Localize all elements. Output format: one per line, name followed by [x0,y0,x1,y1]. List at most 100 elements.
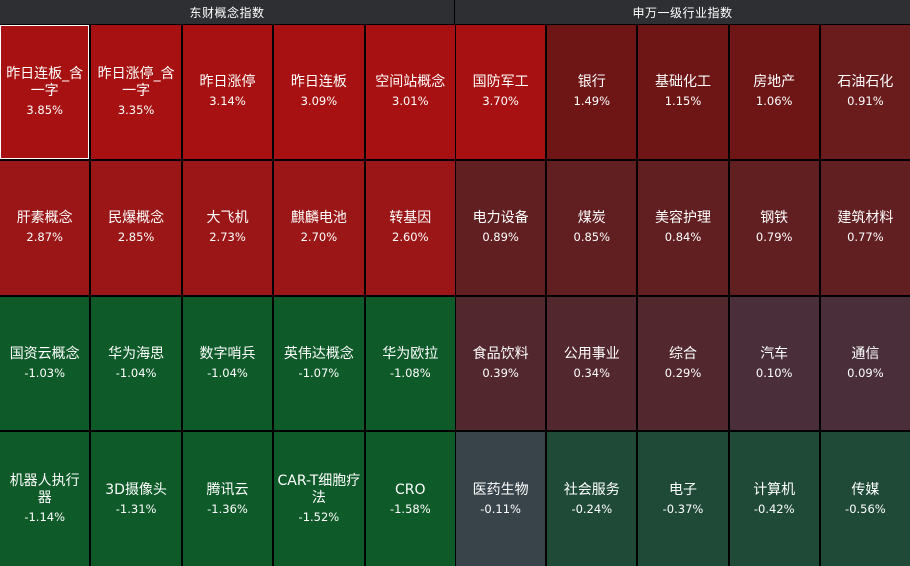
tile-change-percent: 0.77% [847,230,884,245]
tile-change-percent: -1.07% [298,365,340,380]
heatmap-tile[interactable]: 英伟达概念 -1.07% [274,296,364,431]
heatmap-tile[interactable]: 计算机 -0.42% [729,432,819,566]
heatmap-tile[interactable]: 银行 1.49% [547,25,637,159]
heatmap-tile[interactable]: 昨日连板 3.09% [274,25,364,159]
heatmap-tile[interactable]: 国资云概念 -1.03% [0,296,90,431]
tile-name: 公用事业 [563,345,620,362]
tile-name: 数字哨兵 [199,345,256,362]
tile-change-percent: -1.04% [207,365,248,380]
heatmap-tile[interactable]: 民爆概念 2.85% [91,160,181,295]
heatmap-tile[interactable]: 腾讯云 -1.36% [182,432,273,566]
tile-change-percent: 1.06% [755,94,793,109]
tile-name: 银行 [577,74,606,91]
heatmap-tile[interactable]: 昨日连板_含一字 3.85% [0,25,90,159]
tile-name: 国防军工 [472,74,529,91]
tile-change-percent: 0.91% [847,94,884,109]
tile-name: 汽车 [760,345,789,362]
tile-change-percent: 0.79% [755,230,793,245]
tile-name: 医药生物 [472,481,529,498]
heatmap-tile[interactable]: 综合 0.29% [638,296,728,431]
heatmap-tile[interactable]: 数字哨兵 -1.04% [182,296,273,431]
tile-change-percent: -1.36% [207,501,248,516]
tile-change-percent: 3.85% [26,102,63,117]
tile-name: 昨日连板 [290,74,347,91]
tile-name: 昨日连板_含一字 [6,65,84,99]
tile-name: 传媒 [851,481,880,498]
tile-change-percent: 3.09% [300,94,338,109]
heatmap-tile[interactable]: 华为海思 -1.04% [91,296,181,431]
heatmap-tile[interactable]: 社会服务 -0.24% [547,432,637,566]
heatmap-tile[interactable]: 公用事业 0.34% [547,296,637,431]
heatmap-tile[interactable]: 大飞机 2.73% [182,160,273,295]
tile-change-percent: 0.89% [482,230,519,245]
tile-change-percent: 2.85% [117,230,155,245]
heatmap-tile[interactable]: 汽车 0.10% [729,296,819,431]
heatmap-tile[interactable]: CAR-T细胞疗法 -1.52% [274,432,364,566]
heatmap-tile[interactable]: 基础化工 1.15% [638,25,728,159]
tile-name: 石油石化 [837,74,894,91]
heatmap-tile[interactable]: 昨日涨停 3.14% [182,25,273,159]
heatmap-tile[interactable]: 传媒 -0.56% [820,432,910,566]
tile-name: 通信 [851,345,880,362]
heatmap-tile[interactable]: 石油石化 0.91% [820,25,910,159]
tile-name: 昨日涨停_含一字 [97,65,175,99]
tile-change-percent: -1.04% [115,365,157,380]
tile-name: 建筑材料 [837,210,894,227]
tile-name: 英伟达概念 [283,345,354,362]
tile-change-percent: 3.70% [482,94,519,109]
heatmap-tile[interactable]: 煤炭 0.85% [547,160,637,295]
tile-change-percent: 0.85% [573,230,611,245]
tile-change-percent: 1.49% [573,94,611,109]
heatmap-tile[interactable]: 国防军工 3.70% [456,25,546,159]
heatmap-tile[interactable]: 昨日涨停_含一字 3.35% [91,25,181,159]
tile-change-percent: -1.14% [24,510,66,525]
heatmap-tile[interactable]: CRO -1.58% [365,432,455,566]
tile-name: 电力设备 [472,210,529,227]
tile-change-percent: -1.52% [298,510,340,525]
tile-name: 华为海思 [108,345,165,362]
tile-change-percent: -0.56% [845,501,886,516]
tile-change-percent: -0.24% [571,501,613,516]
tile-name: 食品饮料 [472,345,529,362]
tile-name: 社会服务 [563,481,620,498]
heatmap-tile[interactable]: 食品饮料 0.39% [456,296,546,431]
tile-name: 机器人执行器 [9,473,80,507]
tile-name: 房地产 [753,74,796,91]
tile-change-percent: 0.29% [664,365,702,380]
heatmap-tile[interactable]: 美容护理 0.84% [638,160,728,295]
tile-name: 煤炭 [577,210,606,227]
heatmap-tile[interactable]: 麒麟电池 2.70% [274,160,364,295]
tile-change-percent: -1.03% [24,365,66,380]
tile-change-percent: -1.31% [115,501,157,516]
heatmap-tile[interactable]: 建筑材料 0.77% [820,160,910,295]
tile-change-percent: 0.39% [482,365,519,380]
heatmap-tile[interactable]: 空间站概念 3.01% [365,25,455,159]
heatmap-tile[interactable]: 机器人执行器 -1.14% [0,432,90,566]
heatmap-tile[interactable]: 通信 0.09% [820,296,910,431]
tile-change-percent: 2.87% [26,230,63,245]
concept-index-header: 东财概念指数 [0,0,455,25]
tile-change-percent: 2.70% [300,230,338,245]
heatmap-tile[interactable]: 房地产 1.06% [729,25,819,159]
tile-change-percent: 0.84% [664,230,702,245]
heatmap-tile[interactable]: 华为欧拉 -1.08% [365,296,455,431]
tile-change-percent: -0.37% [662,501,704,516]
tile-change-percent: 3.01% [392,94,429,109]
tile-change-percent: 0.09% [847,365,884,380]
tile-name: 昨日涨停 [199,74,256,91]
concept-index-panel: 东财概念指数 昨日连板_含一字 3.85% 昨日涨停_含一字 3.35% 昨日涨停 3.1… [0,0,455,566]
heatmap-tile[interactable]: 肝素概念 2.87% [0,160,90,295]
tile-name: 腾讯云 [206,481,249,498]
tile-name: 转基因 [389,210,432,227]
tile-name: 电子 [668,481,697,498]
tile-change-percent: 0.10% [755,365,793,380]
industry-index-grid: 国防军工 3.70% 银行 1.49% 基础化工 1.15% 房地产 1.06% 石油石化 0.9… [456,25,910,566]
heatmap-tile[interactable]: 电子 -0.37% [638,432,728,566]
heatmap-tile[interactable]: 3D摄像头 -1.31% [91,432,181,566]
heatmap-tile[interactable]: 转基因 2.60% [365,160,455,295]
tile-change-percent: 2.60% [392,230,429,245]
heatmap-tile[interactable]: 钢铁 0.79% [729,160,819,295]
tile-change-percent: 2.73% [209,230,246,245]
heatmap-tile[interactable]: 医药生物 -0.11% [456,432,546,566]
heatmap-tile[interactable]: 电力设备 0.89% [456,160,546,295]
